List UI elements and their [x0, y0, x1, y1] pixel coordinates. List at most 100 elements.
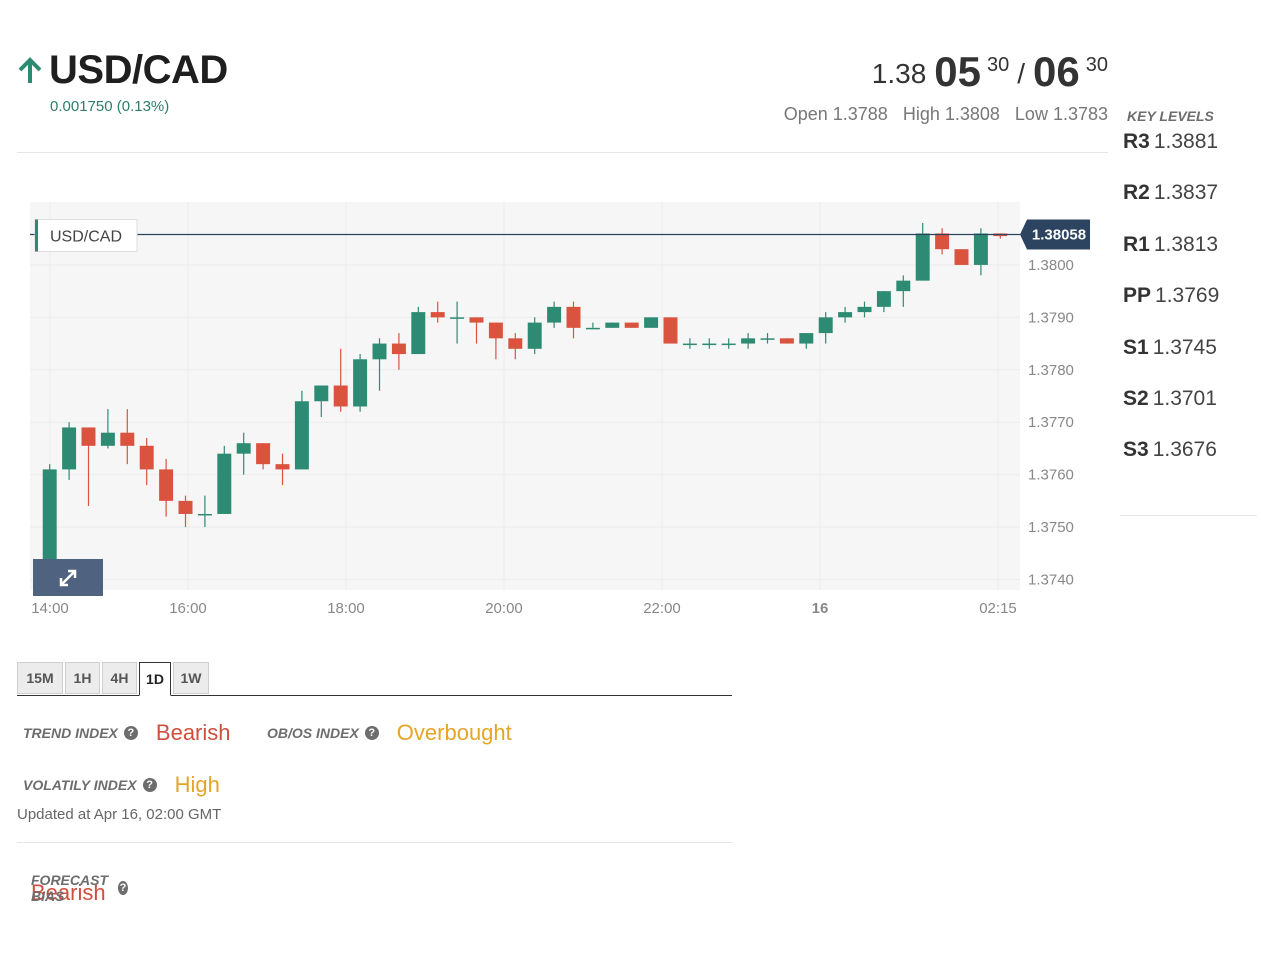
volatility-index-label: VOLATILY INDEX	[23, 777, 137, 793]
tab-1d[interactable]: 1D	[139, 662, 171, 696]
updated-timestamp: Updated at Apr 16, 02:00 GMT	[17, 806, 222, 823]
candle-body	[935, 233, 950, 250]
high-value: High 1.3808	[902, 104, 1000, 124]
key-level-name: R1	[1123, 232, 1150, 256]
candle-body	[644, 317, 659, 328]
legend-box	[34, 219, 138, 253]
current-price-tag	[1020, 219, 1090, 250]
help-icon[interactable]: ?	[123, 726, 138, 740]
bid-main: 05	[934, 48, 981, 95]
key-level-value: 1.3813	[1153, 232, 1219, 256]
obos-index: OB/OS INDEX ? Overbought	[267, 720, 512, 746]
forecast-bias-value: Bearish	[31, 880, 106, 905]
candle-body	[721, 343, 736, 346]
candle-body	[585, 327, 600, 330]
trend-index-label: TREND INDEX	[23, 725, 118, 741]
ask-pipette: 30	[1085, 54, 1108, 76]
y-tick-label: 1.3770	[1028, 414, 1074, 431]
candle-body	[624, 322, 639, 328]
key-level-value: 1.3745	[1152, 335, 1217, 359]
price-change: 0.001750 (0.13%)	[50, 98, 170, 115]
arrow-up-icon	[18, 56, 42, 83]
candle-body	[508, 338, 523, 349]
candle-body	[954, 249, 969, 265]
candle-body	[857, 306, 872, 313]
candle-body	[663, 317, 678, 344]
key-level-pp: PP 1.3769	[1123, 284, 1257, 335]
key-level-name: R2	[1123, 181, 1150, 205]
volatility-index: VOLATILY INDEX ? High	[23, 772, 220, 798]
obos-index-label: OB/OS INDEX	[267, 725, 359, 741]
candle-body	[100, 432, 115, 446]
key-levels-list: R3 1.3881 R2 1.3837 R1 1.3813 PP 1.3769 S1 1.3745…	[1121, 130, 1257, 490]
candle-body	[256, 443, 271, 465]
volatility-index-value: High	[174, 772, 220, 797]
candle-body	[876, 291, 891, 307]
candle-body	[682, 343, 697, 346]
key-level-value: 1.3837	[1153, 181, 1219, 205]
candle-body	[973, 233, 988, 265]
candle-body	[915, 233, 930, 281]
open-value: Open 1.3788	[783, 104, 888, 124]
candle-body	[275, 464, 290, 470]
key-level-r3: R3 1.3881	[1123, 130, 1257, 181]
candle-body	[139, 445, 154, 470]
legend-swatch	[35, 219, 38, 252]
price-chart[interactable]: 1.3800 1.3790 1.3780 1.3770 1.3760 1.3750 1.37…	[25, 190, 1135, 630]
candle-body	[314, 385, 329, 402]
x-tick-label: 18:00	[327, 600, 365, 617]
candle-body	[197, 513, 212, 516]
tab-15m[interactable]: 15M	[17, 662, 63, 694]
bid-prefix: 1.38	[871, 58, 927, 89]
candle-body	[159, 469, 174, 501]
help-icon[interactable]: ?	[142, 778, 157, 792]
key-level-r2: R2 1.3837	[1123, 181, 1257, 232]
tab-1w[interactable]: 1W	[173, 662, 209, 694]
forecast-bias-header: FORECAST BIAS ?	[31, 872, 128, 904]
key-level-name: S2	[1123, 386, 1149, 410]
tab-1h[interactable]: 1H	[65, 662, 100, 694]
candle-body	[741, 338, 756, 344]
candle-body	[818, 317, 833, 334]
key-level-value: 1.3676	[1152, 438, 1217, 462]
y-tick-label: 1.3740	[1028, 572, 1074, 589]
trend-index-value: Bearish	[155, 720, 231, 745]
expand-chart-button[interactable]	[33, 559, 103, 596]
candle-body	[217, 453, 232, 514]
y-tick-label: 1.3750	[1028, 519, 1074, 536]
pair-title-row: USD/CAD	[17, 48, 228, 93]
timeframe-tabs: 15M 1H 4H 1D 1W	[17, 662, 732, 696]
x-tick-label: 16	[812, 600, 829, 617]
key-level-name: S1	[1123, 335, 1149, 359]
key-level-name: PP	[1123, 284, 1152, 308]
tab-4h[interactable]: 4H	[102, 662, 137, 694]
pair-title: USD/CAD	[49, 48, 228, 92]
trend-index: TREND INDEX ? Bearish	[23, 720, 231, 746]
open-high-low: Open 1.3788 High 1.3808 Low 1.3783	[774, 104, 1108, 125]
candle-body	[779, 338, 794, 344]
candle-body	[236, 443, 251, 454]
candle-body	[547, 306, 562, 323]
forecast-bias: FORECAST BIAS ? Bearish	[31, 872, 128, 906]
candle-body	[702, 343, 717, 346]
candle-body	[372, 343, 387, 360]
expand-icon	[59, 569, 77, 586]
candle-body	[566, 306, 581, 328]
ask-main: 06	[1033, 48, 1080, 95]
candlestick-chart-svg[interactable]: 1.3800 1.3790 1.3780 1.3770 1.3760 1.3750 1.37…	[25, 190, 1135, 630]
low-value: Low 1.3783	[1014, 104, 1108, 124]
y-tick-label: 1.3760	[1028, 467, 1074, 484]
help-icon[interactable]: ?	[118, 881, 128, 895]
key-level-s1: S1 1.3745	[1123, 336, 1257, 387]
plot-background	[30, 202, 1020, 590]
candle-body	[896, 280, 911, 292]
candle-body	[411, 312, 426, 355]
y-tick-label: 1.3780	[1028, 362, 1074, 379]
help-icon[interactable]: ?	[364, 726, 379, 740]
bid-pipette: 30	[987, 54, 1010, 76]
key-level-value: 1.3701	[1152, 386, 1217, 410]
candle-body	[527, 322, 542, 349]
quote-header: USD/CAD 0.001750 (0.13%) 1.38 05 30 / 06…	[17, 48, 1108, 153]
key-level-value: 1.3881	[1153, 130, 1219, 153]
x-tick-label: 14:00	[31, 600, 69, 617]
